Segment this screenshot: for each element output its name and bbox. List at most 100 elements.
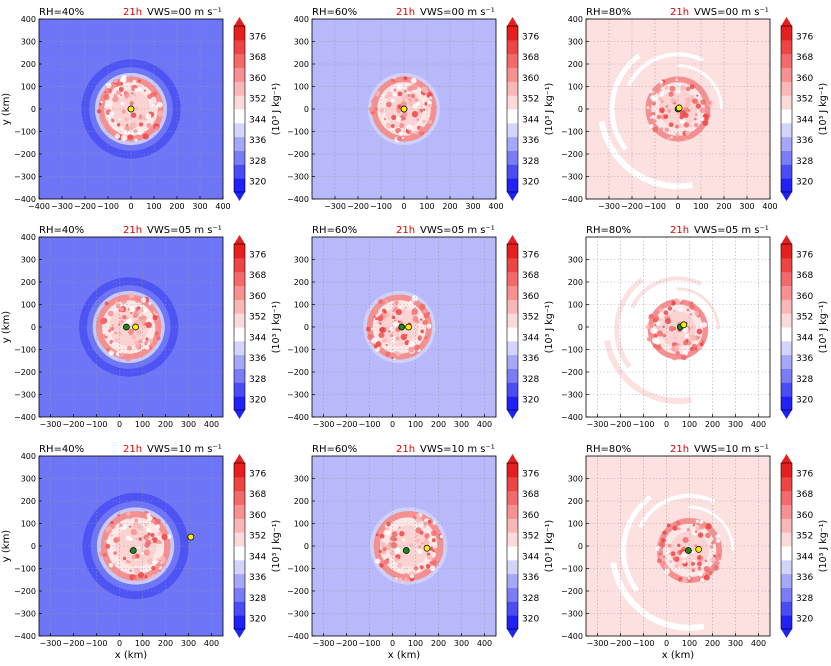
speckle (418, 545, 422, 549)
x-tick-label: −300 (313, 420, 335, 429)
x-tick-label: 400 (477, 420, 492, 429)
panel-7: −300 −200 −100 0 100 200 300 400−400−300−200−10… (1, 444, 282, 661)
speckle (415, 538, 420, 543)
speckle (677, 299, 680, 302)
speckle (116, 305, 120, 309)
speckle (143, 89, 146, 92)
speckle (407, 85, 413, 92)
speckle (108, 529, 112, 533)
y-tick-label: −200 (287, 587, 309, 596)
y-tick-label: −400 (287, 413, 309, 422)
speckle (157, 110, 164, 117)
speckle (145, 536, 149, 540)
colorbar: 320 328 336 344 352 360 368 376 (10³ J kg⁻¹) (506, 17, 555, 201)
speckle (420, 542, 424, 545)
speckle (411, 337, 415, 341)
speckle (694, 310, 700, 316)
colorbar-segment (781, 178, 792, 193)
speckle (143, 549, 150, 556)
speckle (135, 134, 142, 141)
colorbar: 320 328 336 344 352 360 368 376 (10³ J kg⁻¹) (233, 454, 282, 638)
speckle (677, 527, 681, 531)
colorbar-segment (234, 95, 245, 110)
x-axis-label: x (km) (115, 650, 148, 661)
x-tick-label: −200 (610, 420, 632, 429)
speckle (384, 312, 390, 318)
storm-center-green (129, 547, 137, 554)
speckle (662, 530, 667, 535)
y-tick-label: −400 (14, 413, 36, 422)
speckle (118, 86, 124, 92)
speckle (128, 514, 133, 520)
speckle (159, 569, 162, 572)
speckle (113, 93, 117, 97)
plot-area (312, 456, 496, 636)
colorbar-segment (507, 285, 518, 300)
speckle (141, 297, 147, 303)
speckle (397, 105, 401, 109)
speckle (662, 333, 667, 338)
speckle (157, 531, 162, 536)
speckle (395, 336, 400, 341)
speckle (99, 318, 106, 325)
rh-label: RH=40% (39, 444, 84, 455)
grid (39, 456, 223, 636)
colorbar-segment (507, 271, 518, 286)
vws-label: VWS=05 m s⁻¹ (420, 225, 495, 236)
colorbar-segment (781, 109, 792, 124)
speckle (402, 538, 406, 542)
plot-area (586, 456, 770, 636)
colorbar-segment (507, 81, 518, 96)
colorbar-label: (10³ J kg⁻¹) (818, 301, 829, 354)
speckle (392, 134, 396, 139)
speckle (658, 552, 662, 556)
speckle (386, 91, 393, 98)
speckle (138, 316, 143, 321)
x-tick-label: 0 (128, 202, 133, 211)
colorbar-segment (507, 573, 518, 588)
speckle (658, 90, 664, 96)
speckle (404, 89, 407, 93)
speckle (390, 535, 396, 542)
speckle (123, 129, 128, 135)
colorbar-segment (781, 327, 792, 342)
speckle (391, 340, 395, 344)
storm-center-yellow (423, 544, 431, 552)
x-tick-label: 300 (739, 202, 754, 211)
colorbar-tick-label: 360 (796, 74, 813, 84)
panel-6: −300 −200 −100 0 100 200 300 400−400−300−200−10… (561, 225, 829, 429)
speckle (432, 549, 435, 553)
speckle (370, 327, 374, 331)
time-label: 21h (123, 444, 142, 455)
spiral-band (609, 53, 641, 151)
speckle (395, 577, 398, 580)
colorbar-tick-label: 328 (796, 594, 813, 604)
speckle (673, 345, 680, 352)
speckle (386, 521, 391, 527)
speckle (134, 106, 139, 110)
y-tick-label: −100 (561, 565, 583, 574)
speckle (684, 563, 687, 567)
colorbar-segment (781, 546, 792, 561)
vws-label: VWS=10 m s⁻¹ (420, 444, 495, 455)
x-tick-label: 200 (158, 639, 173, 648)
speckle (137, 546, 141, 549)
colorbar-segment (507, 615, 518, 630)
speckle (96, 109, 102, 114)
speckle (132, 575, 136, 580)
vws-label: VWS=00 m s⁻¹ (694, 7, 769, 18)
colorbar-tick-label: 360 (249, 292, 266, 302)
y-tick-label: −200 (561, 150, 583, 159)
colorbar-tick-label: 360 (522, 292, 539, 302)
vws-label: VWS=05 m s⁻¹ (694, 225, 769, 236)
colorbar-tick-label: 368 (796, 271, 813, 281)
colorbar-tick-label: 320 (249, 396, 266, 406)
speckle (685, 339, 689, 343)
speckle (145, 337, 149, 341)
speckle (120, 82, 124, 85)
speckle (394, 557, 399, 562)
spiral-band (626, 52, 704, 87)
speckle (663, 114, 669, 120)
y-tick-label: 300 (21, 38, 36, 47)
speckle (384, 299, 388, 303)
